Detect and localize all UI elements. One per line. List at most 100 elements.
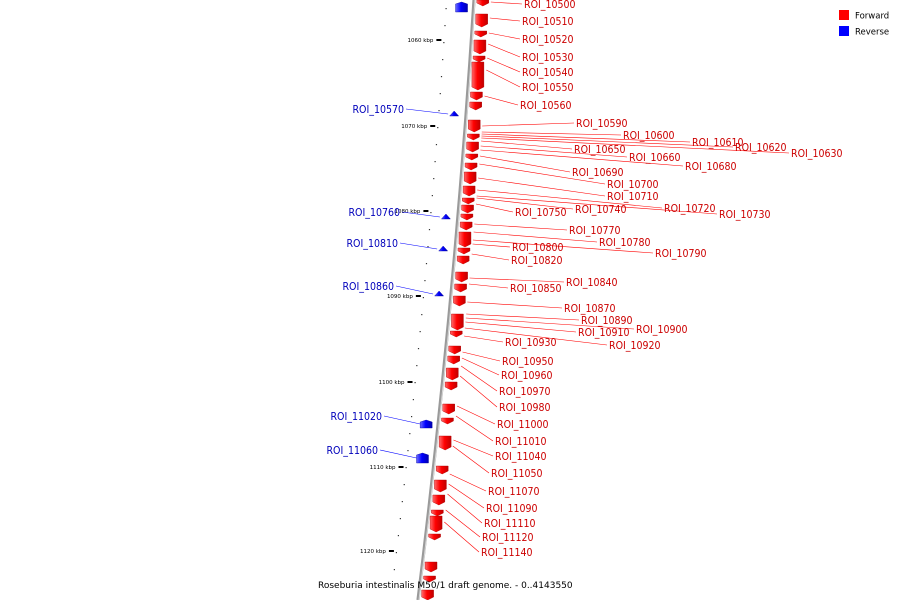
forward-leader-line [448,483,485,509]
forward-gene-label[interactable]: ROI_10960 [501,370,553,382]
forward-gene-label[interactable]: ROI_10500 [524,0,576,11]
minor-tick [416,365,418,367]
forward-gene-block [459,221,473,231]
forward-gene-label[interactable]: ROI_10690 [572,167,624,179]
forward-leader-line [481,135,734,148]
forward-gene-label[interactable]: ROI_11000 [497,419,549,431]
forward-gene-block [474,30,487,38]
forward-gene-block [451,313,464,331]
forward-gene-block [460,213,474,221]
reverse-gene-label[interactable]: ROI_10570 [352,104,404,116]
forward-gene-label[interactable]: ROI_10710 [607,191,659,203]
forward-leader-line [489,17,521,22]
kbp-tick-label: 1060 kbp [407,38,433,44]
forward-gene-label[interactable]: ROI_10970 [499,386,551,398]
forward-gene-label[interactable]: ROI_10540 [522,67,574,79]
forward-gene-label[interactable]: ROI_10850 [510,283,562,295]
forward-gene-label[interactable]: ROI_10800 [512,242,564,254]
forward-gene-label[interactable]: ROI_10740 [575,204,627,216]
minor-tick [422,297,424,299]
forward-gene-block [464,162,478,171]
forward-gene-block [431,509,444,517]
minor-tick [397,535,400,537]
forward-gene-label[interactable]: ROI_11110 [484,518,536,530]
forward-gene-label[interactable]: ROI_10520 [522,34,574,46]
forward-gene-label[interactable]: ROI_11120 [482,532,534,544]
forward-gene-label[interactable]: ROI_10780 [599,237,651,249]
kbp-tick-mark [407,381,413,383]
reverse-gene-label[interactable]: ROI_10760 [348,207,400,219]
forward-gene-label[interactable]: ROI_10510 [522,16,574,28]
forward-gene-label[interactable]: ROI_11140 [481,547,533,559]
forward-leader-line [447,493,483,524]
genome-caption: Roseburia intestinalis M50/1 draft genom… [318,581,573,591]
forward-leader-line [452,445,490,474]
kbp-tick-label: 1100 kbp [379,380,405,386]
minor-tick [443,42,445,44]
forward-gene-block [444,381,458,391]
reverse-gene-label[interactable]: ROI_11060 [326,445,378,457]
forward-leader-line [459,375,498,408]
minor-tick [417,348,420,350]
forward-gene-label[interactable]: ROI_11070 [488,486,540,498]
forward-gene-label[interactable]: ROI_10890 [581,315,633,327]
minor-tick [425,263,428,265]
forward-gene-label[interactable]: ROI_10840 [566,277,618,289]
forward-gene-label[interactable]: ROI_10900 [636,324,688,336]
forward-gene-label[interactable]: ROI_10590 [576,118,628,130]
forward-gene-label[interactable]: ROI_11050 [491,468,543,480]
legend-reverse-swatch [839,26,849,36]
forward-gene-label[interactable]: ROI_10600 [623,130,675,142]
forward-gene-label[interactable]: ROI_10700 [607,179,659,191]
forward-leader-line [472,243,511,248]
forward-gene-label[interactable]: ROI_10950 [502,356,554,368]
forward-gene-label[interactable]: ROI_10610 [692,137,744,149]
forward-gene-label[interactable]: ROI_10660 [629,152,681,164]
forward-leader-line [484,95,519,106]
reverse-gene-block [440,213,451,220]
reverse-gene-label[interactable]: ROI_10810 [346,238,398,250]
forward-gene-label[interactable]: ROI_10750 [515,207,567,219]
forward-leader-line [473,231,598,243]
forward-leader-line [480,149,684,167]
forward-leader-line [488,32,521,40]
minor-tick [405,467,407,469]
minor-tick [427,246,429,248]
forward-gene-label[interactable]: ROI_10870 [564,303,616,315]
reverse-gene-label[interactable]: ROI_10860 [342,281,394,293]
forward-gene-label[interactable]: ROI_11090 [486,503,538,515]
forward-gene-label[interactable]: ROI_10920 [609,340,661,352]
forward-leader-line [486,69,521,88]
forward-gene-label[interactable]: ROI_10550 [522,82,574,94]
forward-leader-line [479,155,571,173]
forward-gene-label[interactable]: ROI_11010 [495,436,547,448]
forward-gene-label[interactable]: ROI_10720 [664,203,716,215]
forward-gene-label[interactable]: ROI_10730 [719,209,771,221]
forward-gene-label[interactable]: ROI_10680 [685,161,737,173]
forward-gene-label[interactable]: ROI_10620 [735,142,787,154]
forward-gene-label[interactable]: ROI_10820 [511,255,563,267]
forward-gene-block [461,204,474,214]
reverse-gene-label[interactable]: ROI_11020 [330,411,382,423]
forward-leader-line [481,131,622,136]
forward-gene-label[interactable]: ROI_10790 [655,248,707,260]
forward-gene-label[interactable]: ROI_10560 [520,100,572,112]
forward-gene-block [428,533,441,541]
forward-gene-label[interactable]: ROI_10910 [578,327,630,339]
reverse-gene-block [455,1,468,13]
kbp-tick-mark [430,125,436,127]
minor-tick [430,212,432,214]
forward-gene-label[interactable]: ROI_10770 [569,225,621,237]
forward-gene-label[interactable]: ROI_10980 [499,402,551,414]
forward-gene-label[interactable]: ROI_11040 [495,451,547,463]
forward-gene-block [441,417,454,425]
forward-gene-block [456,255,470,265]
forward-gene-label[interactable]: ROI_10530 [522,52,574,64]
forward-gene-block [467,133,480,141]
forward-leader-line [475,203,514,213]
forward-gene-label[interactable]: ROI_10930 [505,337,557,349]
forward-leader-line [477,189,663,209]
forward-gene-label[interactable]: ROI_10630 [791,148,843,160]
forward-gene-block [470,91,483,101]
forward-gene-label[interactable]: ROI_10650 [574,144,626,156]
